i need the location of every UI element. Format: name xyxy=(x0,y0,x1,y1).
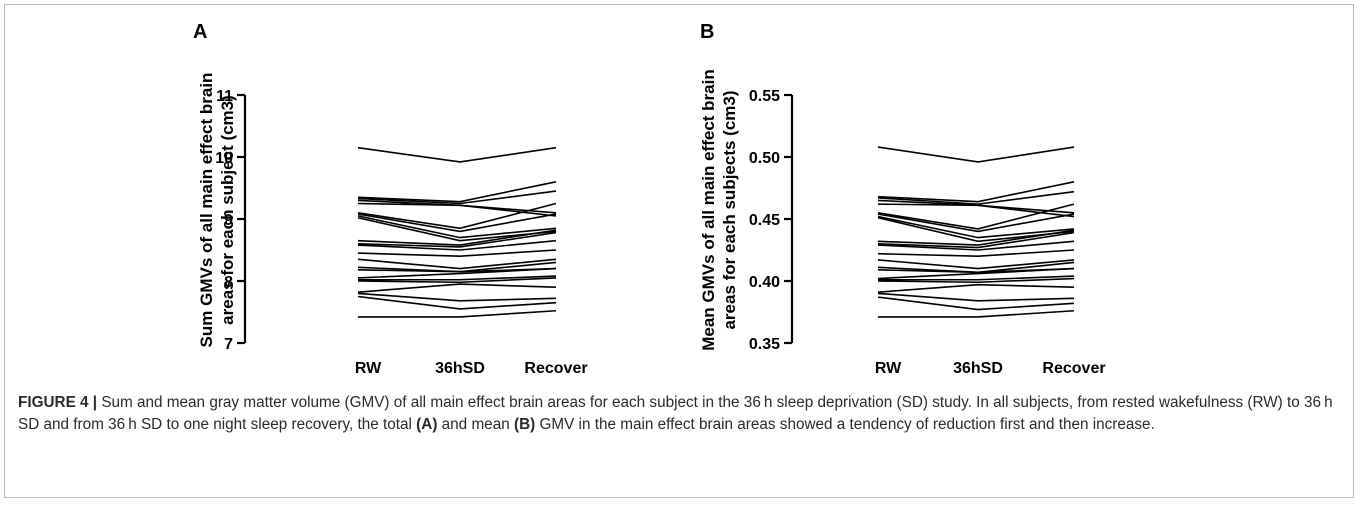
y-tick-label: 0.50 xyxy=(749,150,780,167)
subject-series-line xyxy=(877,277,1075,284)
x-tick-label: Recover xyxy=(1042,360,1105,377)
y-tick-label: 11 xyxy=(216,88,233,105)
subject-series-line xyxy=(877,231,1075,249)
subject-series-line xyxy=(877,229,1075,246)
subject-series-line xyxy=(357,231,557,248)
subject-series-line xyxy=(877,240,1075,251)
subject-series-line xyxy=(357,229,557,246)
subject-series-line xyxy=(877,292,1075,302)
y-tick-label: 0.35 xyxy=(749,336,780,353)
subject-series-line xyxy=(357,213,557,233)
x-tick-label: 36hSD xyxy=(953,360,1003,377)
subject-series-line xyxy=(357,267,557,279)
subject-series-line xyxy=(877,296,1075,311)
y-tick-label: 0.45 xyxy=(749,212,780,229)
subject-series-line xyxy=(358,275,557,281)
subject-series-line xyxy=(877,203,1075,230)
x-tick-label: Recover xyxy=(524,360,587,377)
subject-series-line xyxy=(877,267,1075,280)
subject-series-line xyxy=(357,258,557,270)
subject-series-line xyxy=(357,202,557,230)
y-tick-label: 9 xyxy=(224,212,233,229)
caption-text-3: GMV in the main effect brain areas showe… xyxy=(535,416,1155,433)
panel-label: A xyxy=(193,21,207,43)
subject-series-line xyxy=(357,283,557,293)
x-tick-label: RW xyxy=(355,360,382,377)
caption-text-2: and mean xyxy=(437,416,514,433)
y-axis-label-line-1: Mean GMVs of all main effect brain xyxy=(699,69,718,351)
subject-series-line xyxy=(357,181,557,203)
subject-series-line xyxy=(357,277,557,284)
x-tick-label: RW xyxy=(875,360,902,377)
subject-series-line xyxy=(877,283,1075,293)
subject-series-line xyxy=(877,215,1075,239)
chart-panel-b: B Mean GMVs of all main effect brain areas… xyxy=(699,21,1106,377)
y-axis-label-line-1: Sum GMVs of all main effect brain xyxy=(197,73,216,348)
subject-series-line xyxy=(877,181,1075,203)
x-tick-label: 36hSD xyxy=(435,360,485,377)
y-tick-label: 8 xyxy=(224,274,233,291)
figure-caption: FIGURE 4 | Sum and mean gray matter volu… xyxy=(18,392,1340,436)
y-axis-label-line-2: areas for each subject (cm3) xyxy=(218,95,237,325)
subject-series-line xyxy=(877,259,1075,270)
subject-series-line xyxy=(877,213,1075,233)
subject-series-line xyxy=(357,249,557,258)
subject-series-line xyxy=(357,295,557,310)
y-tick-label: 10 xyxy=(215,150,233,167)
subject-series-line xyxy=(877,146,1075,163)
subject-series-line xyxy=(357,292,557,302)
subject-series-line xyxy=(357,190,557,205)
subject-series-line xyxy=(357,239,557,251)
y-tick-label: 0.55 xyxy=(749,88,780,105)
panel-label: B xyxy=(700,21,714,43)
subject-series-line xyxy=(878,275,1075,281)
subject-series-line xyxy=(358,309,557,318)
y-tick-label: 7 xyxy=(224,336,233,353)
y-axis-label-line-2: areas for each subjects (cm3) xyxy=(720,90,739,329)
y-tick-label: 0.40 xyxy=(749,274,780,291)
subject-series-line xyxy=(878,309,1075,318)
caption-text-1: Sum and mean gray matter volume (GMV) of… xyxy=(18,394,1333,433)
caption-ref-b: (B) xyxy=(513,416,536,433)
caption-ref-a: (A) xyxy=(416,416,438,433)
subject-series-line xyxy=(877,190,1075,205)
figure-frame xyxy=(4,4,1354,498)
subject-series-line xyxy=(357,146,557,163)
chart-panel-a: A Sum GMVs of all main effect brain areas … xyxy=(193,21,588,377)
subject-series-line xyxy=(877,249,1075,258)
caption-label: FIGURE 4 | xyxy=(18,394,98,411)
subject-series-line xyxy=(357,215,557,239)
